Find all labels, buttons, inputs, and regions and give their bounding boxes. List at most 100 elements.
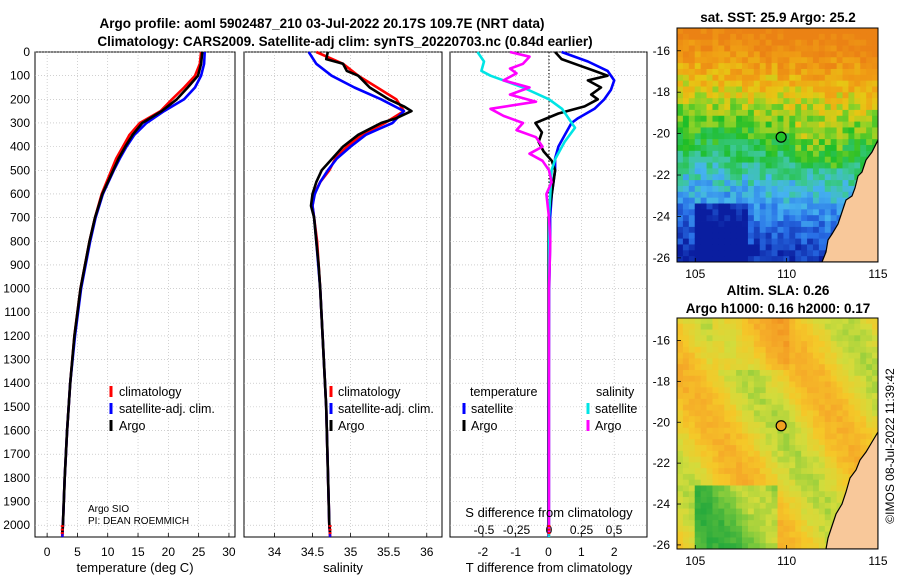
heatmap-cell xyxy=(688,433,696,440)
heatmap-cell xyxy=(682,232,690,239)
heatmap-cell xyxy=(777,168,784,175)
heatmap-cell xyxy=(824,346,832,354)
heatmap-cell xyxy=(818,421,826,429)
heatmap-cell xyxy=(677,416,684,423)
heatmap-cell xyxy=(783,109,790,117)
depth-tick-labels: 0100200300400500600700800900100011001200… xyxy=(3,45,30,532)
heatmap-cell xyxy=(765,497,772,504)
heatmap-cell xyxy=(736,238,743,245)
heatmap-cell xyxy=(694,393,702,400)
heatmap-cell xyxy=(842,98,849,105)
heatmap-cell xyxy=(771,335,778,342)
heatmap-cell xyxy=(753,456,761,463)
heatmap-cell xyxy=(807,387,814,394)
heatmap-cell xyxy=(759,439,767,446)
heatmap-cell xyxy=(742,221,749,228)
heatmap-cell xyxy=(682,139,690,146)
heatmap-cell xyxy=(842,145,849,152)
heatmap-cell xyxy=(818,468,826,475)
heatmap-cell xyxy=(712,133,719,140)
heatmap-cell xyxy=(824,421,832,429)
lat-tick-label: -20 xyxy=(653,127,671,141)
heatmap-cell xyxy=(848,74,855,82)
heatmap-cell xyxy=(677,139,684,146)
heatmap-cell xyxy=(765,174,772,181)
heatmap-cell xyxy=(759,358,767,365)
heatmap-cell xyxy=(700,433,707,440)
heatmap-cell xyxy=(688,28,696,35)
heatmap-cell xyxy=(742,381,749,388)
heatmap-cell xyxy=(872,57,878,64)
heatmap-cell xyxy=(783,57,790,64)
heatmap-cell xyxy=(801,51,808,58)
heatmap-cell xyxy=(801,462,808,469)
heatmap-cell xyxy=(765,63,772,70)
heatmap-cell xyxy=(700,393,707,400)
heatmap-cell xyxy=(694,139,702,146)
heatmap-cell xyxy=(730,197,737,204)
heatmap-cell xyxy=(818,133,826,140)
heatmap-cell xyxy=(836,156,843,163)
heatmap-cell xyxy=(736,203,743,210)
heatmap-cell xyxy=(807,537,814,544)
heatmap-cell xyxy=(801,410,808,417)
heatmap-cell xyxy=(854,450,861,458)
heatmap-cell xyxy=(736,232,743,239)
heatmap-cell xyxy=(801,150,808,158)
heatmap-cell xyxy=(783,404,790,411)
heatmap-cell xyxy=(706,404,713,411)
heatmap-cell xyxy=(842,104,849,111)
heatmap-cell xyxy=(818,352,826,359)
x-tick-label: 25 xyxy=(192,545,206,559)
heatmap-cell xyxy=(771,323,778,330)
heatmap-cell xyxy=(812,473,820,481)
heatmap-cell xyxy=(688,497,696,504)
heatmap-cell xyxy=(706,238,713,245)
heatmap-cell xyxy=(682,531,690,538)
heatmap-cell xyxy=(789,479,796,486)
heatmap-cell xyxy=(818,497,826,504)
heatmap-cell xyxy=(812,28,820,35)
heatmap-cell xyxy=(783,168,790,175)
heatmap-cell xyxy=(759,57,767,64)
heatmap-cell xyxy=(771,121,778,128)
heatmap-cell xyxy=(872,139,878,146)
heatmap-cell xyxy=(747,74,755,82)
heatmap-cell xyxy=(789,508,796,515)
heatmap-cell xyxy=(688,104,696,111)
heatmap-cell xyxy=(694,329,702,336)
heatmap-cell xyxy=(812,364,820,371)
heatmap-cell xyxy=(712,139,719,146)
heatmap-cell xyxy=(724,232,731,239)
heatmap-cell xyxy=(830,162,838,169)
heatmap-cell xyxy=(783,197,790,204)
heatmap-cell xyxy=(753,256,761,262)
lon-tick-label: 110 xyxy=(777,267,796,281)
heatmap-cell xyxy=(724,468,731,475)
heatmap-cell xyxy=(765,335,772,342)
heatmap-cell xyxy=(836,133,843,140)
heatmap-cell xyxy=(842,28,849,35)
heatmap-cell xyxy=(795,381,802,388)
heatmap-cell xyxy=(824,68,832,76)
heatmap-cell xyxy=(777,226,784,234)
heatmap-cell xyxy=(730,352,737,359)
heatmap-cell xyxy=(807,33,814,41)
heatmap-cell xyxy=(812,508,820,515)
heatmap-cell xyxy=(742,421,749,429)
heatmap-cell xyxy=(836,39,843,46)
heatmap-cell xyxy=(700,537,707,544)
heatmap-cell xyxy=(807,381,814,388)
heatmap-cell xyxy=(724,479,731,486)
heatmap-cell xyxy=(712,203,719,210)
heatmap-cell xyxy=(765,51,772,58)
heatmap-cell xyxy=(771,381,778,388)
heatmap-cell xyxy=(677,127,684,134)
heatmap-cell xyxy=(795,39,802,46)
heatmap-cell xyxy=(872,318,878,325)
heatmap-cell xyxy=(759,174,767,181)
heatmap-cell xyxy=(818,439,826,446)
heatmap-cell xyxy=(789,221,796,228)
heatmap-cell xyxy=(807,45,814,52)
heatmap-cell xyxy=(777,358,784,365)
